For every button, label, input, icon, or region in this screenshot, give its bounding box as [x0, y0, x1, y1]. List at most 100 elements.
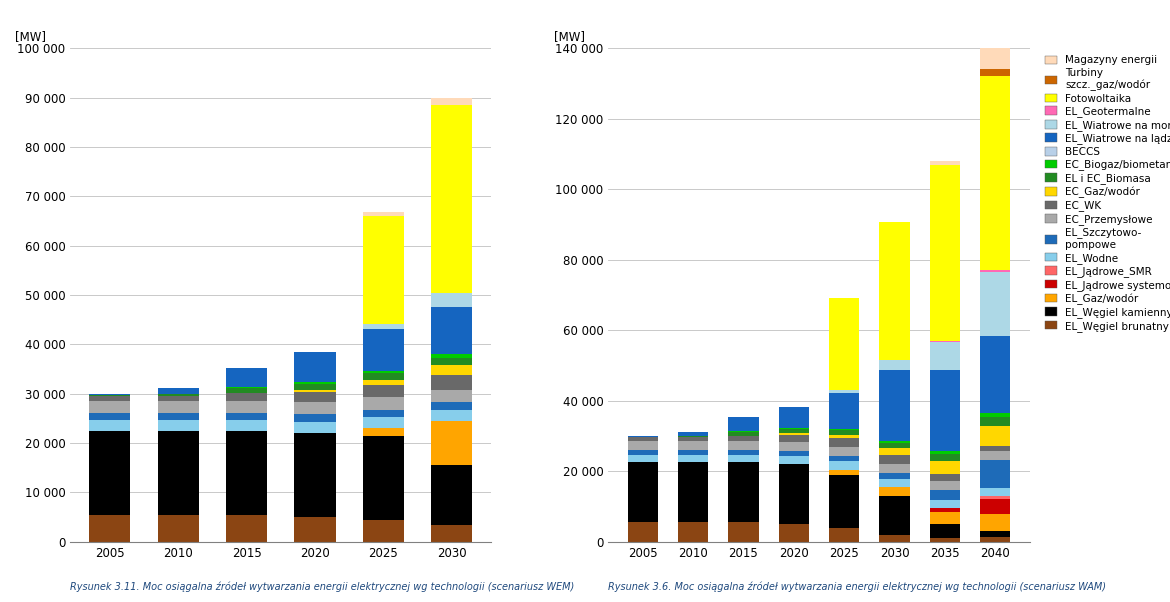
- Bar: [677, 432, 708, 436]
- Bar: [880, 496, 910, 535]
- Bar: [880, 441, 910, 443]
- Bar: [830, 475, 859, 528]
- Bar: [295, 422, 336, 433]
- Bar: [226, 413, 267, 420]
- Bar: [158, 396, 199, 400]
- Bar: [627, 455, 658, 462]
- Bar: [89, 515, 130, 542]
- Bar: [158, 394, 199, 396]
- Bar: [930, 161, 961, 164]
- Bar: [728, 417, 758, 432]
- Bar: [779, 464, 808, 524]
- Bar: [158, 431, 199, 515]
- Bar: [728, 432, 758, 436]
- Bar: [363, 385, 404, 397]
- Bar: [930, 370, 961, 451]
- Bar: [930, 538, 961, 542]
- Bar: [830, 447, 859, 456]
- Bar: [158, 388, 199, 394]
- Bar: [880, 464, 910, 473]
- Bar: [677, 450, 708, 455]
- Bar: [89, 400, 130, 413]
- Bar: [295, 393, 336, 402]
- Bar: [627, 441, 658, 450]
- Bar: [677, 462, 708, 523]
- Bar: [779, 407, 808, 427]
- Bar: [880, 443, 910, 448]
- Bar: [432, 524, 473, 542]
- Bar: [432, 375, 473, 389]
- Bar: [432, 358, 473, 365]
- Bar: [295, 433, 336, 517]
- Bar: [363, 520, 404, 542]
- Bar: [363, 397, 404, 409]
- Bar: [89, 396, 130, 400]
- Bar: [295, 402, 336, 414]
- Bar: [779, 442, 808, 451]
- Bar: [930, 474, 961, 481]
- Bar: [89, 431, 130, 515]
- Bar: [677, 441, 708, 450]
- Bar: [980, 460, 1011, 488]
- Bar: [295, 384, 336, 389]
- Bar: [226, 387, 267, 388]
- Bar: [89, 413, 130, 420]
- Bar: [980, 496, 1011, 500]
- Bar: [779, 429, 808, 433]
- Bar: [930, 500, 961, 508]
- Bar: [880, 359, 910, 370]
- Bar: [880, 473, 910, 479]
- Text: Rysunek 3.6. Moc osiągalna źródeł wytwarzania energii elektrycznej wg technologi: Rysunek 3.6. Moc osiągalna źródeł wytwar…: [608, 582, 1107, 592]
- Bar: [980, 417, 1011, 426]
- Bar: [432, 389, 473, 402]
- Bar: [930, 451, 961, 455]
- Bar: [830, 456, 859, 461]
- Bar: [677, 438, 708, 441]
- Bar: [432, 354, 473, 358]
- Legend: Magazyny energii, Turbiny
szcz._gaz/wodór, Fotowoltaika, EL_Geotermalne, EL_Wiat: Magazyny energii, Turbiny szcz._gaz/wodó…: [1044, 54, 1170, 334]
- Bar: [226, 388, 267, 393]
- Bar: [980, 445, 1011, 451]
- Text: [MW]: [MW]: [553, 30, 585, 43]
- Bar: [930, 341, 961, 370]
- Bar: [930, 461, 961, 474]
- Bar: [89, 420, 130, 431]
- Bar: [728, 523, 758, 542]
- Bar: [728, 455, 758, 462]
- Bar: [880, 448, 910, 455]
- Bar: [677, 436, 708, 438]
- Bar: [779, 433, 808, 435]
- Bar: [432, 307, 473, 354]
- Bar: [880, 222, 910, 359]
- Bar: [980, 272, 1011, 335]
- Text: [MW]: [MW]: [15, 30, 47, 43]
- Bar: [295, 352, 336, 382]
- Bar: [363, 380, 404, 385]
- Bar: [363, 216, 404, 324]
- Bar: [930, 524, 961, 538]
- Bar: [980, 426, 1011, 445]
- Bar: [363, 324, 404, 329]
- Bar: [728, 450, 758, 455]
- Bar: [779, 456, 808, 464]
- Bar: [930, 164, 961, 341]
- Bar: [830, 435, 859, 438]
- Bar: [930, 508, 961, 512]
- Bar: [728, 441, 758, 450]
- Bar: [295, 517, 336, 542]
- Bar: [158, 420, 199, 431]
- Bar: [158, 413, 199, 420]
- Bar: [363, 212, 404, 216]
- Bar: [980, 76, 1011, 270]
- Bar: [226, 393, 267, 400]
- Bar: [880, 535, 910, 542]
- Bar: [930, 455, 961, 461]
- Bar: [89, 394, 130, 395]
- Bar: [980, 536, 1011, 542]
- Bar: [432, 98, 473, 105]
- Bar: [432, 365, 473, 375]
- Bar: [89, 395, 130, 396]
- Bar: [432, 293, 473, 307]
- Bar: [980, 451, 1011, 460]
- Bar: [627, 438, 658, 441]
